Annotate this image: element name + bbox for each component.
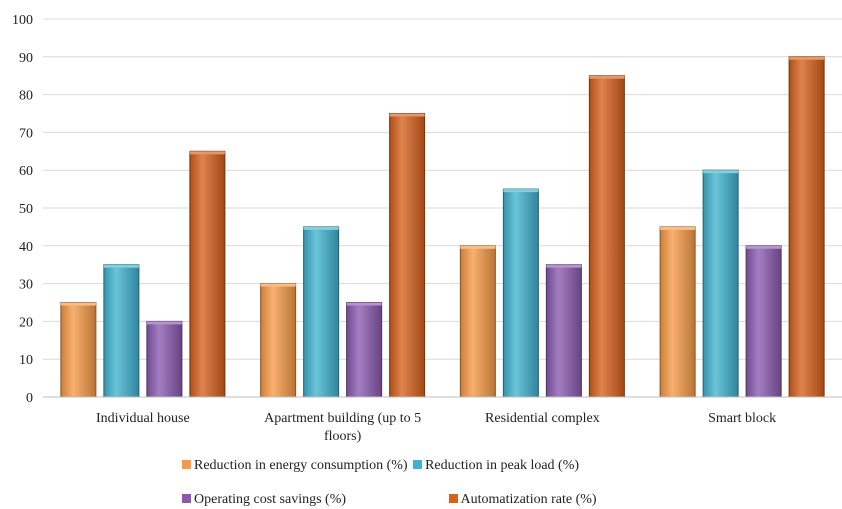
legend-item-cost: Operating cost savings (%) <box>182 492 443 508</box>
x-category-label: Smart block <box>708 411 776 426</box>
bar-highlight <box>260 283 296 287</box>
y-tick-label: 90 <box>19 51 33 66</box>
bar <box>545 264 582 398</box>
bar <box>502 188 539 398</box>
y-tick-label: 100 <box>12 13 33 28</box>
bar <box>260 283 297 398</box>
bar <box>189 150 226 398</box>
bar-highlight <box>146 321 182 325</box>
bar <box>788 56 825 398</box>
legend-row-1: Reduction in energy consumption (%) Redu… <box>182 458 581 474</box>
x-category-label: Individual house <box>96 411 190 426</box>
legend-item-energy: Reduction in energy consumption (%) <box>182 458 408 474</box>
bar-highlight <box>60 302 96 306</box>
legend-item-automatization: Automatization rate (%) <box>448 492 597 508</box>
bar-highlight <box>789 56 825 60</box>
bar-highlight <box>346 302 382 306</box>
legend-swatch-peak <box>413 460 423 469</box>
bar <box>346 302 383 398</box>
y-tick-label: 40 <box>19 240 33 255</box>
bar <box>745 245 782 398</box>
y-tick-label: 70 <box>19 126 33 141</box>
bar-chart: 0 10 20 30 40 50 60 70 80 90 100 Individual house A… <box>12 13 842 444</box>
x-axis: Individual house Apartment building (up t… <box>43 396 842 444</box>
y-tick-label: 50 <box>19 202 33 217</box>
bar-highlight <box>589 75 625 79</box>
legend-label-energy: Reduction in energy consumption (%) <box>194 458 408 473</box>
bar-highlight <box>389 113 425 117</box>
bar-highlight <box>503 189 539 193</box>
legend-item-peak: Reduction in peak load (%) <box>413 458 579 474</box>
bar-highlight <box>460 245 496 249</box>
x-category-label: floors) <box>324 429 362 444</box>
legend-label-peak: Reduction in peak load (%) <box>425 458 580 473</box>
x-category-label: Apartment building (up to 5 <box>264 411 421 426</box>
bar <box>659 226 696 398</box>
legend-swatch-energy <box>182 460 191 469</box>
bar <box>389 113 426 398</box>
bar <box>459 245 496 398</box>
bar <box>103 264 140 398</box>
x-category-label: Residential complex <box>485 411 600 426</box>
y-axis: 0 10 20 30 40 50 60 70 80 90 100 <box>12 13 33 406</box>
bars <box>60 56 825 398</box>
bar-highlight <box>189 151 225 155</box>
legend-label-automatization: Automatization rate (%) <box>460 492 597 507</box>
legend-swatch-automatization <box>448 494 458 503</box>
bar-highlight <box>703 170 739 174</box>
bar <box>60 302 97 398</box>
bar <box>303 226 340 398</box>
y-tick-label: 20 <box>19 315 33 330</box>
legend-swatch-cost <box>182 494 191 503</box>
bar-highlight <box>103 264 139 268</box>
bar <box>146 320 183 398</box>
legend-label-cost: Operating cost savings (%) <box>194 492 347 507</box>
y-tick-label: 10 <box>19 353 33 368</box>
y-tick-label: 30 <box>19 278 33 293</box>
bar <box>702 169 739 398</box>
legend-row-2: Operating cost savings (%) Automatizatio… <box>182 492 599 508</box>
bar-highlight <box>746 245 782 249</box>
y-tick-label: 0 <box>26 391 33 406</box>
bar-highlight <box>303 226 339 230</box>
bar <box>588 75 625 398</box>
bar-highlight <box>546 264 582 268</box>
bar-highlight <box>660 226 696 230</box>
y-tick-label: 80 <box>19 89 33 104</box>
y-tick-label: 60 <box>19 164 33 179</box>
